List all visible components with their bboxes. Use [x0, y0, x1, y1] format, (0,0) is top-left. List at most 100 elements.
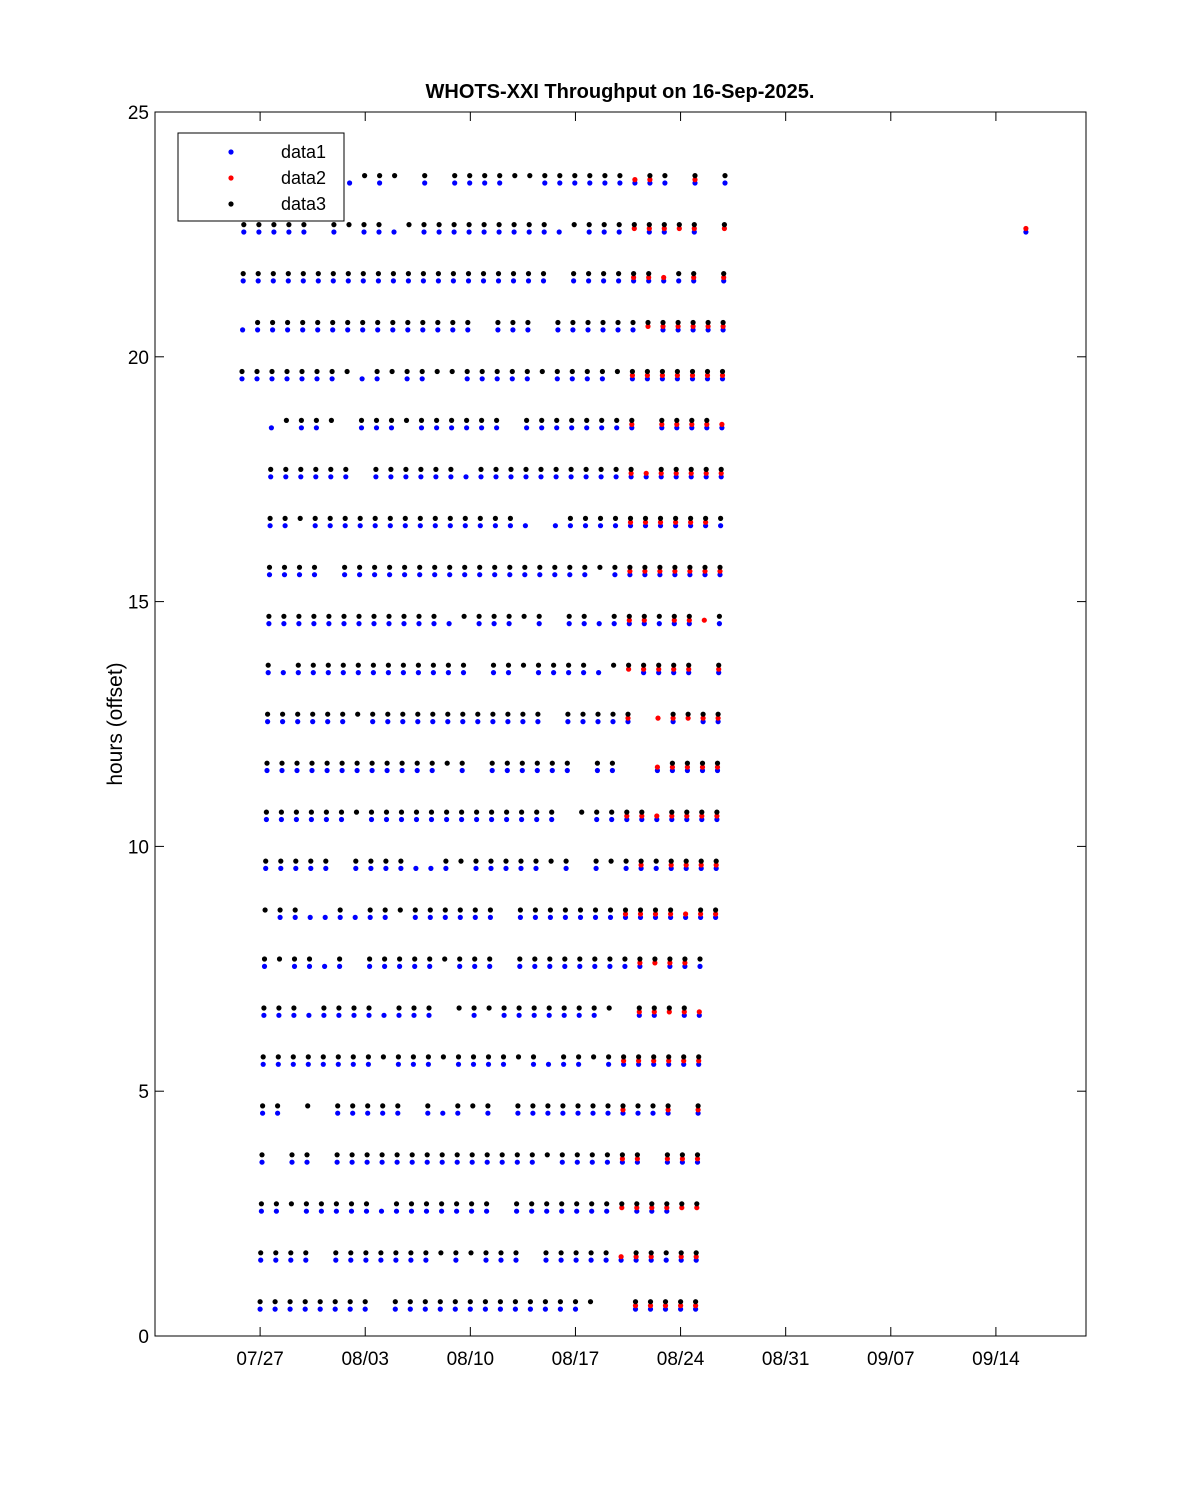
point-data3: [699, 760, 706, 766]
point-data1: [372, 572, 378, 578]
point-data1: [635, 1110, 641, 1116]
point-data3: [311, 564, 318, 570]
point-data1: [584, 376, 590, 382]
point-data3: [603, 1250, 609, 1256]
point-data2: [721, 225, 728, 232]
point-data2: [668, 862, 674, 868]
point-data3: [517, 956, 523, 962]
point-data1: [509, 376, 515, 382]
point-data3: [515, 1054, 522, 1060]
point-data2: [713, 862, 719, 868]
point-data3: [346, 222, 352, 228]
point-data3: [362, 1299, 368, 1305]
point-data1: [594, 816, 600, 823]
point-data1: [321, 1012, 327, 1018]
point-data1: [277, 914, 283, 921]
point-data3: [388, 466, 394, 472]
point-data1: [630, 327, 636, 333]
point-data3: [530, 1054, 537, 1060]
point-data1: [295, 670, 301, 676]
point-data1: [582, 523, 589, 529]
point-data3: [649, 1201, 655, 1207]
point-data1: [392, 1306, 398, 1312]
point-data2: [681, 1058, 687, 1064]
point-data3: [671, 662, 677, 668]
point-data3: [464, 368, 470, 375]
point-data2: [689, 421, 695, 427]
point-data1: [535, 670, 542, 676]
point-data3: [260, 1103, 266, 1109]
point-data3: [330, 271, 336, 277]
point-data2: [632, 1303, 639, 1309]
point-data3: [689, 417, 695, 423]
point-data1: [395, 1110, 401, 1116]
point-data1: [434, 425, 440, 431]
point-data3: [366, 1005, 372, 1011]
point-data3: [591, 1005, 597, 1011]
point-data1: [412, 914, 418, 921]
point-data1: [306, 963, 313, 970]
point-data3: [241, 222, 247, 228]
point-data3: [717, 564, 723, 570]
point-data1: [450, 327, 456, 333]
point-data2: [628, 470, 634, 476]
point-data2: [699, 813, 705, 819]
point-data2: [642, 568, 648, 574]
point-data3: [447, 515, 453, 522]
point-data3: [333, 1201, 339, 1207]
point-data2: [625, 715, 631, 721]
point-data3: [523, 466, 529, 472]
point-data1: [482, 1306, 488, 1312]
point-data1: [542, 1306, 549, 1312]
point-data1: [439, 1208, 445, 1214]
point-data1: [567, 523, 574, 529]
point-data1: [697, 963, 703, 970]
point-data3: [614, 368, 621, 375]
point-data3: [358, 417, 365, 423]
point-data1: [378, 1257, 384, 1263]
point-data2: [703, 519, 709, 525]
point-data3: [529, 1201, 535, 1207]
point-data1: [305, 1061, 311, 1067]
point-data1: [439, 1159, 445, 1165]
point-data1: [536, 621, 542, 627]
point-data2: [624, 813, 630, 819]
point-data3: [681, 1005, 687, 1011]
point-data1: [472, 914, 478, 921]
point-data2: [664, 1156, 671, 1162]
point-data1: [483, 1257, 489, 1263]
point-data3: [289, 1152, 295, 1158]
point-data3: [306, 956, 313, 962]
point-data3: [511, 222, 517, 228]
point-data3: [424, 1152, 430, 1158]
point-data1: [291, 1012, 297, 1018]
point-data3: [379, 1152, 385, 1158]
point-data1: [580, 719, 586, 725]
point-data1: [359, 376, 365, 382]
point-data3: [627, 515, 634, 522]
point-data2: [693, 1303, 699, 1309]
x-tick-label: 08/24: [657, 1349, 705, 1370]
point-data1: [447, 572, 453, 578]
point-data2: [641, 617, 647, 623]
point-data1: [278, 865, 284, 872]
point-data1: [549, 767, 555, 774]
point-data3: [672, 564, 678, 570]
point-data3: [465, 271, 472, 277]
point-data1: [421, 229, 427, 235]
point-data1: [572, 180, 578, 186]
point-data3: [263, 809, 269, 815]
point-data1: [388, 474, 394, 480]
point-data3: [308, 809, 314, 815]
point-data3: [475, 711, 481, 717]
point-data3: [291, 1005, 297, 1011]
point-data1: [538, 474, 544, 480]
point-data1: [561, 1012, 567, 1018]
point-data3: [292, 907, 298, 913]
point-data3: [659, 368, 666, 375]
point-data2: [698, 911, 704, 917]
point-data3: [576, 1054, 582, 1060]
point-data1: [460, 719, 466, 725]
point-data3: [428, 809, 435, 815]
point-data1: [338, 816, 345, 823]
